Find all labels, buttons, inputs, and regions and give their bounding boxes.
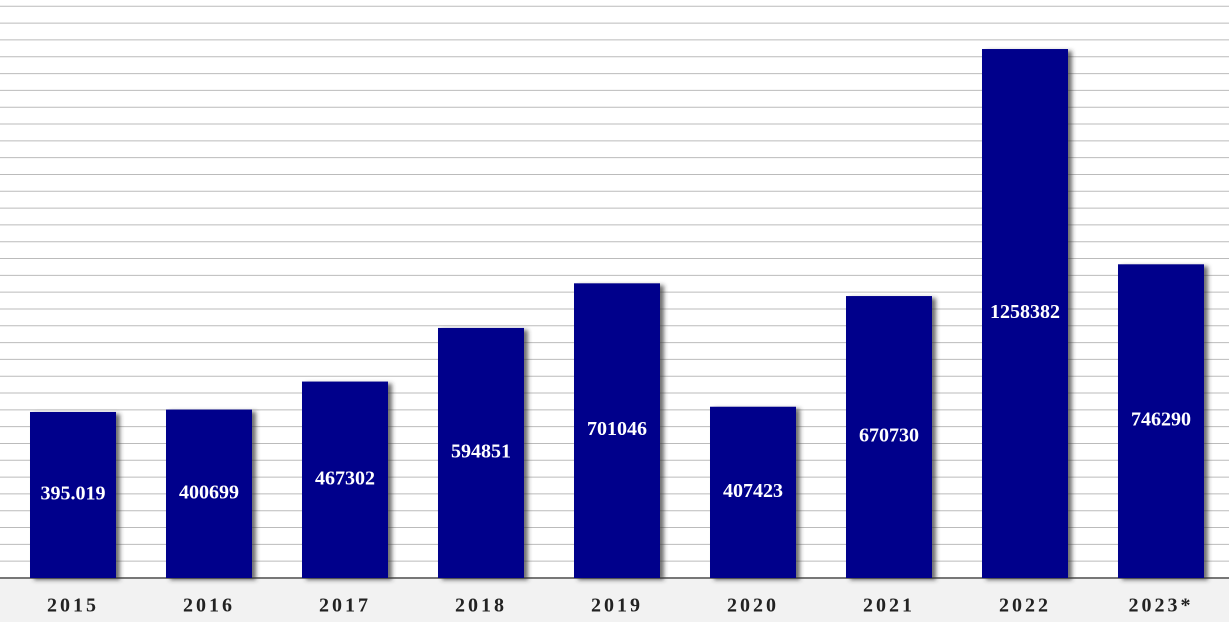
value-label: 746290 [1131,409,1191,431]
value-label: 407423 [723,480,783,502]
x-tick-label: 2015 [47,595,99,617]
x-tick-label: 2016 [183,595,235,617]
bar [846,296,932,578]
x-tick-label: 2019 [591,595,643,617]
bar [30,411,116,578]
value-label: 1258382 [990,301,1060,323]
x-tick-label: 2020 [727,595,779,617]
x-tick-label: 2021 [863,595,915,617]
value-label: 395.019 [41,483,106,505]
x-tick-label: 2023* [1129,595,1194,617]
x-tick-label: 2022 [999,595,1051,617]
bar [710,406,796,578]
x-tick-label: 2017 [319,595,371,617]
bar [1118,264,1204,578]
category-band [0,579,1229,622]
value-label: 670730 [859,425,919,447]
value-label: 594851 [451,441,511,463]
value-label: 467302 [315,467,375,489]
bar [302,381,388,578]
x-tick-label: 2018 [455,595,507,617]
bar [982,49,1068,578]
bar [166,409,252,578]
bar [574,283,660,578]
value-label: 400699 [179,481,239,503]
value-label: 701046 [587,418,647,440]
bar [438,327,524,578]
